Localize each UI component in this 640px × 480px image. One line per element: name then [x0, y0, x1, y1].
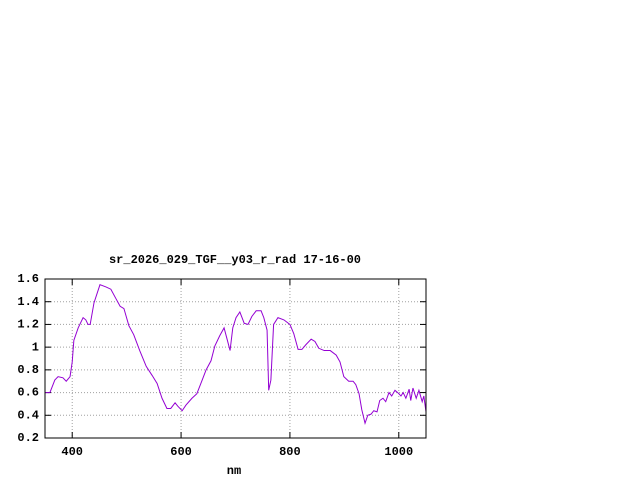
y-tick-label: 1.2	[17, 318, 39, 332]
y-tick-label: 0.4	[17, 408, 39, 422]
x-tick-label: 800	[279, 445, 301, 459]
y-tick-label: 1.6	[17, 272, 39, 286]
plot-border	[44, 278, 427, 439]
y-tick-label: 0.6	[17, 386, 39, 400]
data-line	[45, 284, 427, 426]
x-tick-label: 400	[61, 445, 83, 459]
chart-title: sr_2026_029_TGF__y03_r_rad 17-16-00	[109, 253, 361, 267]
x-tick-label: 1000	[384, 445, 413, 459]
y-tick-label: 1.4	[17, 295, 39, 309]
x-axis-label: nm	[227, 464, 241, 478]
y-tick-label: 0.2	[17, 431, 39, 445]
y-tick-label: 0.8	[17, 363, 39, 377]
x-tick-label: 600	[170, 445, 192, 459]
y-tick-label: 1	[32, 340, 39, 354]
